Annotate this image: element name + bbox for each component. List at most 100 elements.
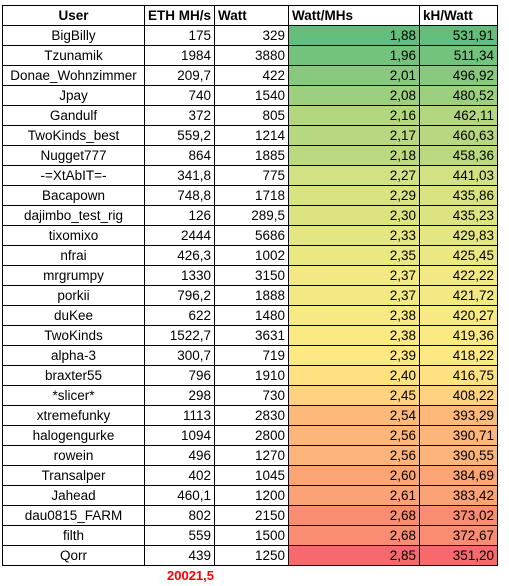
watt-cell[interactable]: 329 xyxy=(214,25,290,46)
user-cell[interactable]: Tzunamik xyxy=(2,45,145,66)
watt-cell[interactable]: 5686 xyxy=(214,225,290,246)
watt-cell[interactable]: 2830 xyxy=(214,405,290,426)
user-cell[interactable]: Bacapown xyxy=(2,185,145,206)
user-cell[interactable]: Nugget777 xyxy=(2,145,145,166)
watt-cell[interactable]: 1002 xyxy=(214,245,290,266)
watt-cell[interactable]: 1888 xyxy=(214,285,290,306)
kh-per-watt-cell[interactable]: 390,55 xyxy=(419,445,499,466)
kh-per-watt-cell[interactable]: 383,42 xyxy=(419,485,499,506)
watt-per-mhs-cell[interactable]: 2,68 xyxy=(288,505,421,526)
user-cell[interactable]: dau0815_FARM xyxy=(2,505,145,526)
watt-cell[interactable]: 1540 xyxy=(214,85,290,106)
watt-cell[interactable]: 1270 xyxy=(214,445,290,466)
kh-per-watt-cell[interactable]: 384,69 xyxy=(419,465,499,486)
header-user[interactable]: User xyxy=(2,5,145,26)
user-cell[interactable]: porkii xyxy=(2,285,145,306)
watt-per-mhs-cell[interactable]: 2,38 xyxy=(288,325,421,346)
watt-cell[interactable]: 730 xyxy=(214,385,290,406)
watt-per-mhs-cell[interactable]: 2,17 xyxy=(288,125,421,146)
kh-per-watt-cell[interactable]: 393,29 xyxy=(419,405,499,426)
user-cell[interactable]: BigBilly xyxy=(2,25,145,46)
user-cell[interactable]: TwoKinds_best xyxy=(2,125,145,146)
user-cell[interactable]: Transalper xyxy=(2,465,145,486)
watt-per-mhs-cell[interactable]: 2,68 xyxy=(288,525,421,546)
watt-per-mhs-cell[interactable]: 2,01 xyxy=(288,65,421,86)
watt-per-mhs-cell[interactable]: 2,37 xyxy=(288,285,421,306)
eth-mhs-cell[interactable]: 372 xyxy=(143,105,216,126)
eth-mhs-cell[interactable]: 402 xyxy=(143,465,216,486)
eth-mhs-cell[interactable]: 559 xyxy=(143,525,216,546)
watt-per-mhs-cell[interactable]: 2,29 xyxy=(288,185,421,206)
watt-cell[interactable]: 1910 xyxy=(214,365,290,386)
kh-per-watt-cell[interactable]: 511,34 xyxy=(419,45,499,66)
watt-per-mhs-cell[interactable]: 2,60 xyxy=(288,465,421,486)
user-cell[interactable]: halogengurke xyxy=(2,425,145,446)
user-cell[interactable]: alpha-3 xyxy=(2,345,145,366)
watt-per-mhs-cell[interactable]: 2,85 xyxy=(288,545,421,566)
watt-cell[interactable]: 1500 xyxy=(214,525,290,546)
watt-per-mhs-cell[interactable]: 2,30 xyxy=(288,205,421,226)
watt-cell[interactable]: 1200 xyxy=(214,485,290,506)
watt-cell[interactable]: 3631 xyxy=(214,325,290,346)
kh-per-watt-cell[interactable]: 373,02 xyxy=(419,505,499,526)
eth-mhs-cell[interactable]: 1094 xyxy=(143,425,216,446)
eth-mhs-cell[interactable]: 496 xyxy=(143,445,216,466)
kh-per-watt-cell[interactable]: 425,45 xyxy=(419,245,499,266)
user-cell[interactable]: nfrai xyxy=(2,245,145,266)
kh-per-watt-cell[interactable]: 351,20 xyxy=(419,545,499,566)
kh-per-watt-cell[interactable]: 372,67 xyxy=(419,525,499,546)
kh-per-watt-cell[interactable]: 416,75 xyxy=(419,365,499,386)
watt-per-mhs-cell[interactable]: 2,37 xyxy=(288,265,421,286)
watt-per-mhs-cell[interactable]: 2,45 xyxy=(288,385,421,406)
eth-mhs-cell[interactable]: 864 xyxy=(143,145,216,166)
kh-per-watt-cell[interactable]: 419,36 xyxy=(419,325,499,346)
kh-per-watt-cell[interactable]: 429,83 xyxy=(419,225,499,246)
eth-mhs-cell[interactable]: 1522,7 xyxy=(143,325,216,346)
user-cell[interactable]: duKee xyxy=(2,305,145,326)
eth-mhs-cell[interactable]: 622 xyxy=(143,305,216,326)
watt-per-mhs-cell[interactable]: 2,18 xyxy=(288,145,421,166)
kh-per-watt-cell[interactable]: 480,52 xyxy=(419,85,499,106)
watt-per-mhs-cell[interactable]: 2,38 xyxy=(288,305,421,326)
user-cell[interactable]: rowein xyxy=(2,445,145,466)
watt-cell[interactable]: 3880 xyxy=(214,45,290,66)
eth-mhs-cell[interactable]: 439 xyxy=(143,545,216,566)
watt-cell[interactable]: 1045 xyxy=(214,465,290,486)
eth-mhs-cell[interactable]: 748,8 xyxy=(143,185,216,206)
eth-mhs-cell[interactable]: 298 xyxy=(143,385,216,406)
watt-cell[interactable]: 719 xyxy=(214,345,290,366)
user-cell[interactable]: *slicer* xyxy=(2,385,145,406)
kh-per-watt-cell[interactable]: 435,86 xyxy=(419,185,499,206)
watt-cell[interactable]: 2800 xyxy=(214,425,290,446)
user-cell[interactable]: dajimbo_test_rig xyxy=(2,205,145,226)
watt-per-mhs-cell[interactable]: 2,61 xyxy=(288,485,421,506)
watt-cell[interactable]: 1885 xyxy=(214,145,290,166)
watt-cell[interactable]: 1214 xyxy=(214,125,290,146)
watt-per-mhs-cell[interactable]: 2,54 xyxy=(288,405,421,426)
eth-mhs-cell[interactable]: 559,2 xyxy=(143,125,216,146)
header-kh-per-watt[interactable]: kH/Watt xyxy=(419,5,499,26)
eth-mhs-cell[interactable]: 460,1 xyxy=(143,485,216,506)
kh-per-watt-cell[interactable]: 458,36 xyxy=(419,145,499,166)
user-cell[interactable]: -=XtAbIT=- xyxy=(2,165,145,186)
watt-per-mhs-cell[interactable]: 1,88 xyxy=(288,25,421,46)
watt-per-mhs-cell[interactable]: 2,56 xyxy=(288,445,421,466)
kh-per-watt-cell[interactable]: 390,71 xyxy=(419,425,499,446)
header-watt[interactable]: Watt xyxy=(214,5,290,26)
watt-per-mhs-cell[interactable]: 2,08 xyxy=(288,85,421,106)
watt-cell[interactable]: 1480 xyxy=(214,305,290,326)
user-cell[interactable]: tixomixo xyxy=(2,225,145,246)
watt-cell[interactable]: 1718 xyxy=(214,185,290,206)
eth-mhs-cell[interactable]: 2444 xyxy=(143,225,216,246)
header-eth-mhs[interactable]: ETH MH/s xyxy=(143,5,216,26)
user-cell[interactable]: braxter55 xyxy=(2,365,145,386)
watt-per-mhs-cell[interactable]: 2,33 xyxy=(288,225,421,246)
kh-per-watt-cell[interactable]: 460,63 xyxy=(419,125,499,146)
header-watt-per-mhs[interactable]: Watt/MHs xyxy=(288,5,421,26)
watt-per-mhs-cell[interactable]: 2,27 xyxy=(288,165,421,186)
eth-mhs-cell[interactable]: 796,2 xyxy=(143,285,216,306)
kh-per-watt-cell[interactable]: 420,27 xyxy=(419,305,499,326)
watt-per-mhs-cell[interactable]: 2,56 xyxy=(288,425,421,446)
kh-per-watt-cell[interactable]: 435,23 xyxy=(419,205,499,226)
eth-mhs-cell[interactable]: 209,7 xyxy=(143,65,216,86)
